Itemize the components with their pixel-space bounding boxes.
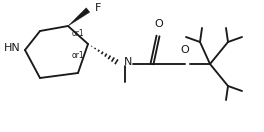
- Text: N: N: [124, 57, 132, 67]
- Text: or1: or1: [72, 29, 85, 39]
- Text: F: F: [95, 3, 101, 13]
- Text: or1: or1: [72, 51, 85, 60]
- Text: O: O: [181, 45, 189, 55]
- Text: HN: HN: [4, 43, 21, 53]
- Polygon shape: [68, 8, 90, 26]
- Text: O: O: [155, 19, 163, 29]
